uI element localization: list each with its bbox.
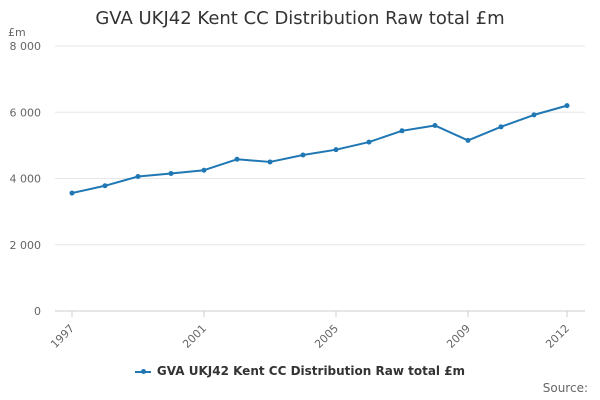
series-layer <box>69 103 570 196</box>
data-point <box>69 190 75 196</box>
y-tick-label: 0 <box>34 305 41 318</box>
data-point <box>531 112 537 118</box>
legend[interactable]: GVA UKJ42 Kent CC Distribution Raw total… <box>0 364 600 378</box>
y-tick-label: 6 000 <box>10 106 42 119</box>
gridlines <box>55 45 585 312</box>
x-tick-label: 2012 <box>543 322 572 351</box>
data-point <box>102 183 108 189</box>
data-point <box>498 124 504 130</box>
y-tick-label: 2 000 <box>10 239 42 252</box>
x-tick-label: 2009 <box>444 322 473 351</box>
data-point <box>234 156 240 162</box>
data-point <box>267 159 273 165</box>
data-point <box>432 123 438 128</box>
data-point <box>399 128 405 134</box>
legend-swatch <box>134 368 151 374</box>
data-point <box>366 139 372 145</box>
data-point <box>564 103 570 109</box>
data-point <box>135 174 141 180</box>
y-tick-label: 4 000 <box>10 173 42 186</box>
chart-title: GVA UKJ42 Kent CC Distribution Raw total… <box>95 8 505 29</box>
y-tick-label: 8 000 <box>10 40 42 53</box>
data-point <box>465 137 471 143</box>
legend-label: GVA UKJ42 Kent CC Distribution Raw total… <box>156 364 466 378</box>
y-axis-unit-label: £m <box>8 26 26 39</box>
data-point <box>300 152 306 158</box>
x-tick-label: 2005 <box>312 322 341 351</box>
x-tick-label: 2001 <box>180 322 209 351</box>
data-point <box>168 171 174 177</box>
series-line <box>71 104 568 195</box>
data-point <box>201 167 207 173</box>
data-point <box>333 147 339 153</box>
axes: 0 2 000 4 000 6 000 8 000 1997 2001 2005 2009 201… <box>10 40 573 351</box>
source-label: Source: <box>542 381 588 395</box>
x-tick-label: 1997 <box>48 322 77 351</box>
